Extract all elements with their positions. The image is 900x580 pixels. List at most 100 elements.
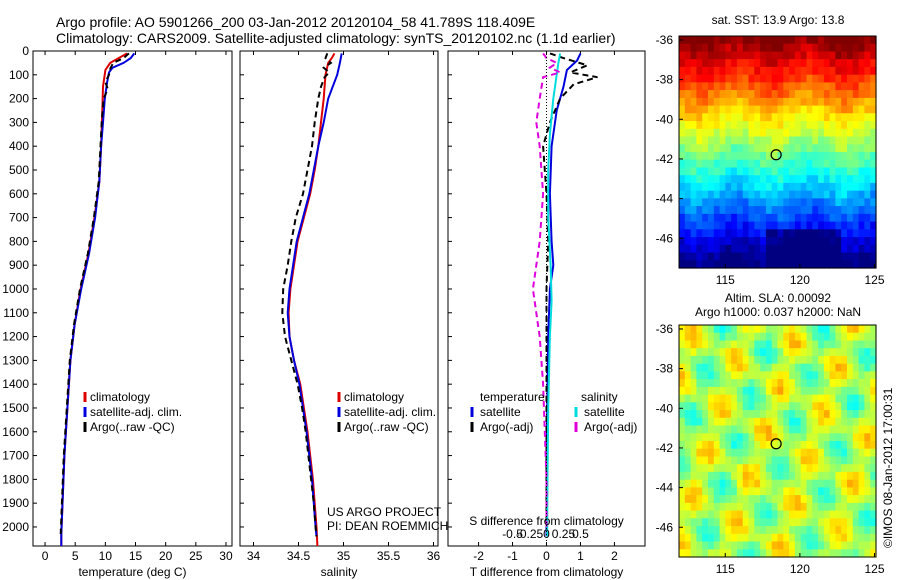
sla-map-cell xyxy=(771,541,779,550)
sla-map-cell xyxy=(800,518,808,527)
sla-map-cell xyxy=(748,479,755,488)
sla-map-cell xyxy=(771,495,779,504)
sst-map-cell xyxy=(713,221,721,230)
sst-map-cell xyxy=(748,105,755,114)
sst-map-cell xyxy=(713,152,721,161)
sst-map-cell xyxy=(696,90,703,99)
sla-map-cell xyxy=(742,541,750,550)
sst-map-cell xyxy=(847,182,854,192)
sla-map-cell xyxy=(858,471,865,481)
sla-map-cell xyxy=(731,502,738,512)
sla-map-cell xyxy=(777,541,784,550)
sst-map-cell xyxy=(771,74,779,83)
sst-map-cell xyxy=(794,74,802,83)
sst-map-cell xyxy=(684,221,692,230)
sst-map-cell xyxy=(708,59,715,68)
sst-map-cell xyxy=(708,105,715,114)
sst-map-cell xyxy=(852,59,860,68)
sst-map-cell xyxy=(708,128,715,138)
sst-map-cell xyxy=(777,229,784,238)
sla-map-cell xyxy=(748,464,755,473)
sst-map-cell xyxy=(736,128,744,138)
sst-map-cell xyxy=(789,90,796,99)
sla-map-cell xyxy=(760,479,767,488)
sla-map-cell xyxy=(864,348,871,357)
sst-map-cell xyxy=(708,252,715,261)
sla-map-cell xyxy=(742,487,750,496)
sla-map-cell xyxy=(835,379,842,388)
sla-map-cell xyxy=(719,479,726,488)
sst-map-cell xyxy=(823,175,831,184)
salinity-frame xyxy=(239,50,439,547)
sla-map-cell xyxy=(708,371,715,380)
sst-map-cell xyxy=(783,152,790,161)
sst-map-cell xyxy=(852,260,860,269)
sst-map-cell xyxy=(841,144,848,153)
sla-map-cell xyxy=(736,425,744,434)
sla-map-cell xyxy=(783,526,790,535)
sst-map-cell xyxy=(823,190,831,199)
sst-map-cell xyxy=(690,74,697,83)
sst-map-cell xyxy=(748,221,755,230)
sst-map-cell xyxy=(870,66,877,76)
sst-map-cell xyxy=(783,229,790,238)
sla-map-cell xyxy=(765,386,773,396)
sst-map-cell xyxy=(858,97,865,107)
sst-map-cell xyxy=(696,43,703,52)
sst-map-cell xyxy=(818,136,825,145)
sst-map-cell xyxy=(852,74,860,83)
sst-map-cell xyxy=(783,182,790,192)
sla-map-cell xyxy=(829,332,836,341)
sla-map-cell xyxy=(794,471,802,481)
sst-map-cell xyxy=(858,206,865,215)
sla-map-cell xyxy=(852,448,860,457)
sla-map-cell xyxy=(858,518,865,527)
sst-map-cell xyxy=(864,198,871,207)
sla-map-cell xyxy=(754,518,761,527)
sla-map-cell xyxy=(679,518,686,527)
sst-map-cell xyxy=(736,59,744,68)
sst-map-cell xyxy=(835,105,842,114)
sst-map-cell xyxy=(719,198,726,207)
sst-map-cell xyxy=(812,159,819,168)
sla-map-cell xyxy=(847,464,854,473)
sla-map-cell xyxy=(789,495,796,504)
sst-map-cell xyxy=(823,237,831,246)
sst-map-cell xyxy=(719,66,726,76)
sla-map-cell xyxy=(806,410,813,419)
sst-map-xtick-label: 125 xyxy=(864,273,884,287)
sla-map-cell xyxy=(679,479,686,488)
sst-map-ytick-label: -38 xyxy=(656,73,674,87)
sst-map-cell xyxy=(777,198,784,207)
sla-map-cell xyxy=(835,487,842,496)
sst-map-cell xyxy=(777,51,784,60)
sla-map-cell xyxy=(748,340,755,349)
sla-map-cell xyxy=(800,441,808,450)
sst-map-cell xyxy=(818,229,825,238)
sla-map-cell xyxy=(754,371,761,380)
sst-map-cell xyxy=(783,51,790,60)
sla-map-cell xyxy=(702,464,709,473)
sst-map-cell xyxy=(812,144,819,153)
sst-map-cell xyxy=(806,113,813,122)
sst-map-cell xyxy=(841,175,848,184)
sla-map-cell xyxy=(754,394,761,403)
sla-map-cell xyxy=(783,371,790,380)
sla-map-cell xyxy=(713,425,721,434)
sst-map-cell xyxy=(794,229,802,238)
sst-map-cell xyxy=(708,82,715,91)
sla-map-cell xyxy=(777,464,784,473)
sla-map-cell xyxy=(806,456,813,465)
sla-map-cell xyxy=(864,325,871,334)
sst-map-cell xyxy=(835,229,842,238)
sla-map-cell xyxy=(823,386,831,396)
sla-map-cell xyxy=(748,549,755,558)
sst-map-cell xyxy=(713,128,721,138)
sst-map-cell xyxy=(684,244,692,254)
sla-map-cell xyxy=(679,456,686,465)
sst-map-cell xyxy=(841,51,848,60)
sst-map-cell xyxy=(818,206,825,215)
sst-map-cell xyxy=(818,66,825,76)
sla-map-cell xyxy=(864,456,871,465)
sla-map-cell xyxy=(765,518,773,527)
